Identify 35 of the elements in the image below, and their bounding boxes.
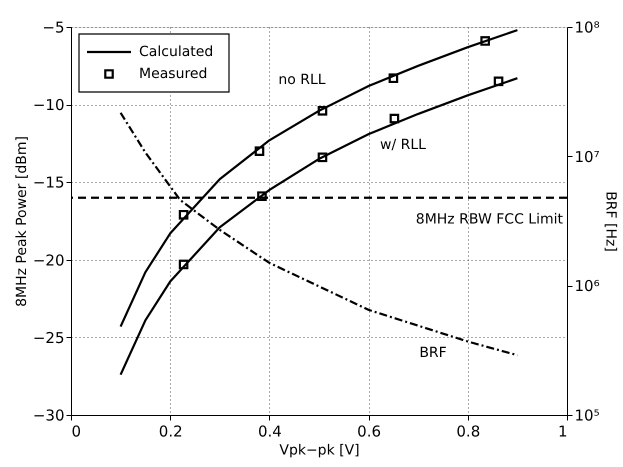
x-tick-label: 0.4 xyxy=(258,422,282,440)
point xyxy=(494,76,504,86)
y2-tick-label: 10⁵ xyxy=(574,406,600,424)
annotation: w/ RLL xyxy=(380,137,426,153)
x-tick-label: 0.6 xyxy=(357,422,382,440)
point xyxy=(318,152,328,162)
ref-line-label: 8MHz RBW FCC Limit xyxy=(416,212,564,228)
point xyxy=(178,260,188,270)
y-tick-label: −30 xyxy=(32,406,64,424)
x-tick-label: 0 xyxy=(72,422,82,440)
point xyxy=(318,106,328,116)
annotation: BRF xyxy=(419,345,447,361)
y-tick-label: −10 xyxy=(32,96,64,114)
point xyxy=(388,73,398,84)
x-tick-label: 0.2 xyxy=(158,422,183,440)
y2-tick-label: 10⁸ xyxy=(574,18,600,36)
y-tick-label: −25 xyxy=(32,328,64,347)
legend-label: Calculated xyxy=(139,44,214,60)
y2-tick-label: 10⁷ xyxy=(574,148,600,166)
y2-axis-title: BRF [Hz] xyxy=(602,191,619,252)
y-tick-label: −5 xyxy=(42,18,64,36)
annotation: no RLL xyxy=(278,72,326,88)
y-axis-title: 8MHz Peak Power [dBm] xyxy=(14,136,30,307)
point xyxy=(257,191,267,201)
point xyxy=(390,114,400,124)
point xyxy=(178,210,188,220)
x-tick-label: 1 xyxy=(558,422,568,440)
legend-label: Measured xyxy=(139,66,208,82)
point xyxy=(254,146,264,156)
x-axis-title: Vpk−pk [V] xyxy=(279,442,360,458)
y-tick-label: −15 xyxy=(32,174,64,192)
x-tick-label: 0.8 xyxy=(456,422,480,440)
y-tick-label: −20 xyxy=(32,251,64,270)
y2-tick-label: 10⁶ xyxy=(574,277,600,296)
point xyxy=(480,36,490,46)
